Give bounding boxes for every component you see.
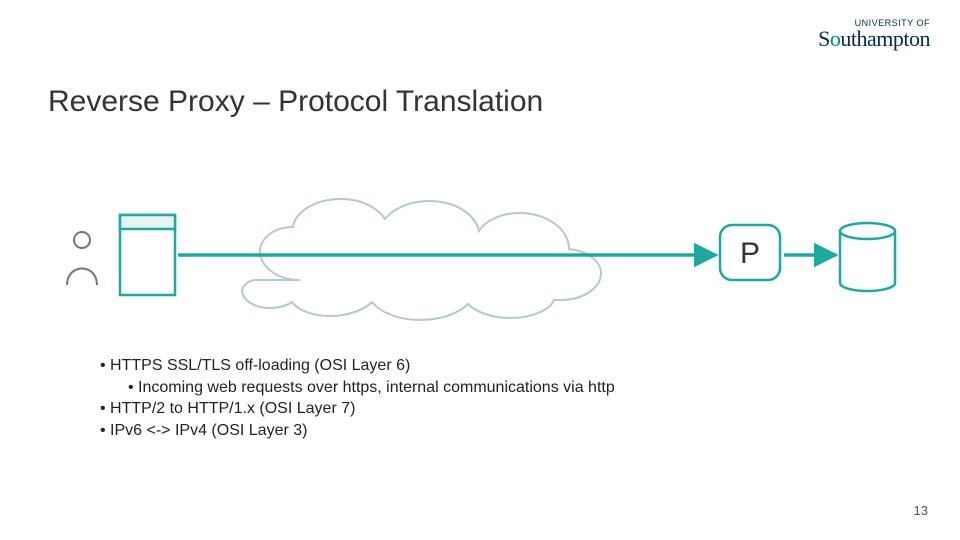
proxy-label: P <box>740 237 760 270</box>
database-icon <box>840 223 895 291</box>
logo-wordmark: Southampton <box>818 26 930 52</box>
bullet-list: HTTPS SSL/TLS off-loading (OSI Layer 6) … <box>100 355 880 441</box>
bullet-2: HTTP/2 to HTTP/1.x (OSI Layer 7) <box>100 398 880 420</box>
bullet-1: HTTPS SSL/TLS off-loading (OSI Layer 6) <box>100 355 880 377</box>
architecture-diagram: P <box>60 185 900 315</box>
bullet-1-sub: Incoming web requests over https, intern… <box>100 377 880 399</box>
proxy-node: P <box>720 225 780 280</box>
user-icon <box>67 232 97 285</box>
slide-title: Reverse Proxy – Protocol Translation <box>48 85 543 119</box>
page-number: 13 <box>914 503 928 518</box>
browser-window-icon <box>120 215 175 295</box>
university-logo: UNIVERSITY OF Southampton <box>818 18 930 52</box>
bullet-3: IPv6 <-> IPv4 (OSI Layer 3) <box>100 420 880 442</box>
cloud-shape <box>242 199 601 320</box>
